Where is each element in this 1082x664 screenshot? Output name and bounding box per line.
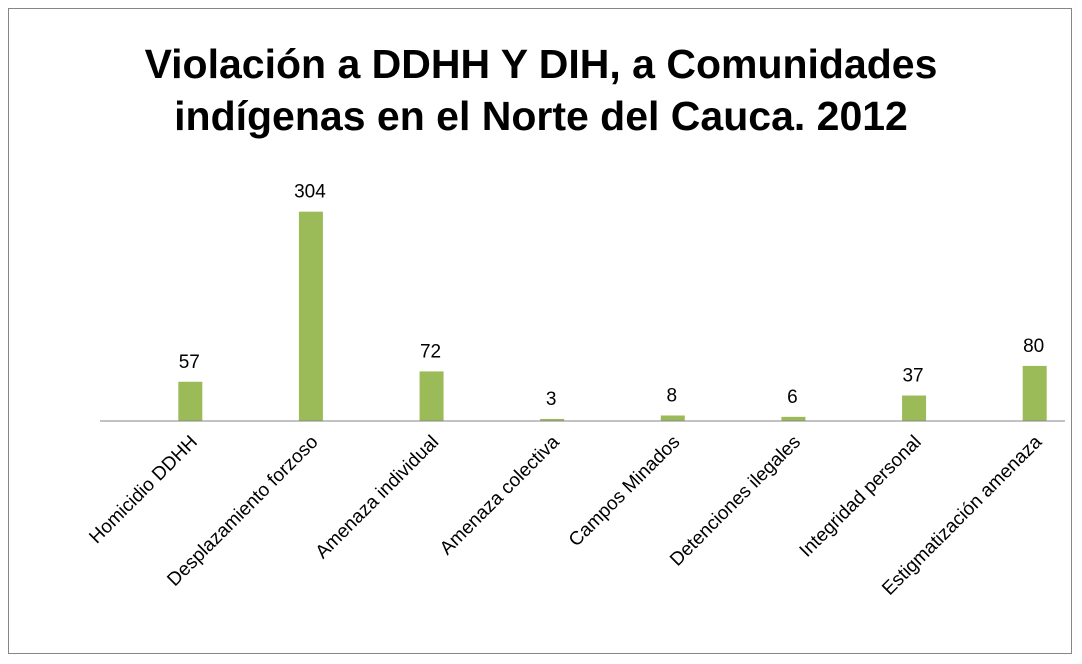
bar: [781, 416, 806, 421]
x-tick-label: Homicidio DDHH: [85, 432, 201, 548]
bar: [178, 381, 203, 421]
x-tick-label: Amenaza individual: [312, 432, 443, 563]
data-label: 57: [179, 352, 200, 373]
data-label: 3: [546, 389, 557, 410]
bar: [1022, 365, 1047, 421]
x-tick-label: Campos Minados: [565, 432, 684, 551]
data-label: 8: [667, 385, 678, 406]
chart-frame: [8, 8, 1072, 654]
x-tick-label: Amenaza colectiva: [436, 431, 564, 559]
data-label: 6: [787, 387, 798, 408]
x-tick-label: Integridad personal: [796, 432, 926, 562]
chart-title: Violación a DDHH Y DIH, a Comunidades in…: [144, 41, 938, 139]
data-label: 80: [1023, 336, 1044, 357]
data-label: 37: [902, 366, 923, 387]
bar: [660, 415, 685, 421]
data-label: 304: [294, 182, 326, 203]
x-tick-label: Detenciones ilegales: [666, 432, 805, 571]
bar: [540, 418, 565, 421]
bar: [419, 371, 444, 421]
bar: [902, 395, 927, 421]
bar: [298, 211, 323, 421]
data-label: 72: [420, 341, 441, 362]
